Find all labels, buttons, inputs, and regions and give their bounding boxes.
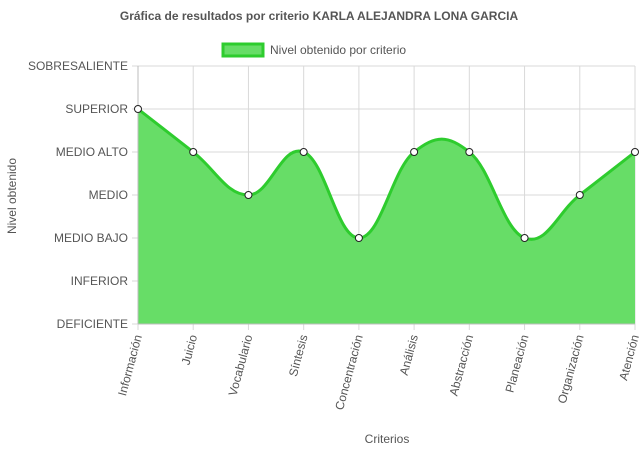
x-tick-label: Atención [616,333,639,382]
x-tick-label: Información [115,333,145,397]
x-axis-label: Criterios [365,432,410,446]
data-point-información[interactable] [134,105,142,113]
data-point-atención[interactable] [631,148,639,156]
data-point-juicio[interactable] [189,148,198,156]
series-area [137,107,636,324]
data-points [134,105,639,242]
y-tick-label: MEDIO ALTO [56,145,128,159]
x-tick-label: Organización [555,333,587,405]
data-point-planeación[interactable] [520,234,529,242]
data-point-concentración[interactable] [354,234,363,242]
y-tick-label: MEDIO BAJO [54,231,128,245]
data-point-vocabulario[interactable] [244,191,253,199]
data-point-abstracción[interactable] [465,148,474,156]
x-tick-label: Síntesis [286,333,311,378]
x-tick-label: Abstracción [446,333,476,397]
y-tick-label: SUPERIOR [65,102,128,116]
y-tick-label: SOBRESALIENTE [28,59,128,73]
legend-swatch [221,42,265,58]
x-tick-labels: Información Juicio Vocabulario Síntesis Conc… [115,333,639,412]
x-tick-label: Juicio [179,333,201,367]
x-tick-label: Vocabulario [226,333,256,398]
y-tick-label: INFERIOR [71,274,129,288]
y-axis-label: Nivel obtenido [5,158,19,234]
data-point-síntesis[interactable] [299,148,308,156]
chart-title: Gráfica de resultados por criterio KARLA… [120,9,519,23]
x-tick-label: Análisis [397,333,421,377]
legend[interactable]: Nivel obtenido por criterio [221,42,406,58]
series-line [137,107,636,241]
y-tick-label: DEFICIENTE [57,317,128,331]
data-point-organización[interactable] [575,191,584,199]
legend-label: Nivel obtenido por criterio [270,43,406,57]
series-fill [138,109,635,324]
y-tick-label: MEDIO [89,188,128,202]
y-tick-labels: DEFICIENTE INFERIOR MEDIO BAJO MEDIO MEDIO A… [28,59,128,331]
data-point-análisis[interactable] [410,148,419,156]
x-tick-label: Concentración [332,333,366,411]
x-tick-label: Planeación [503,333,532,394]
